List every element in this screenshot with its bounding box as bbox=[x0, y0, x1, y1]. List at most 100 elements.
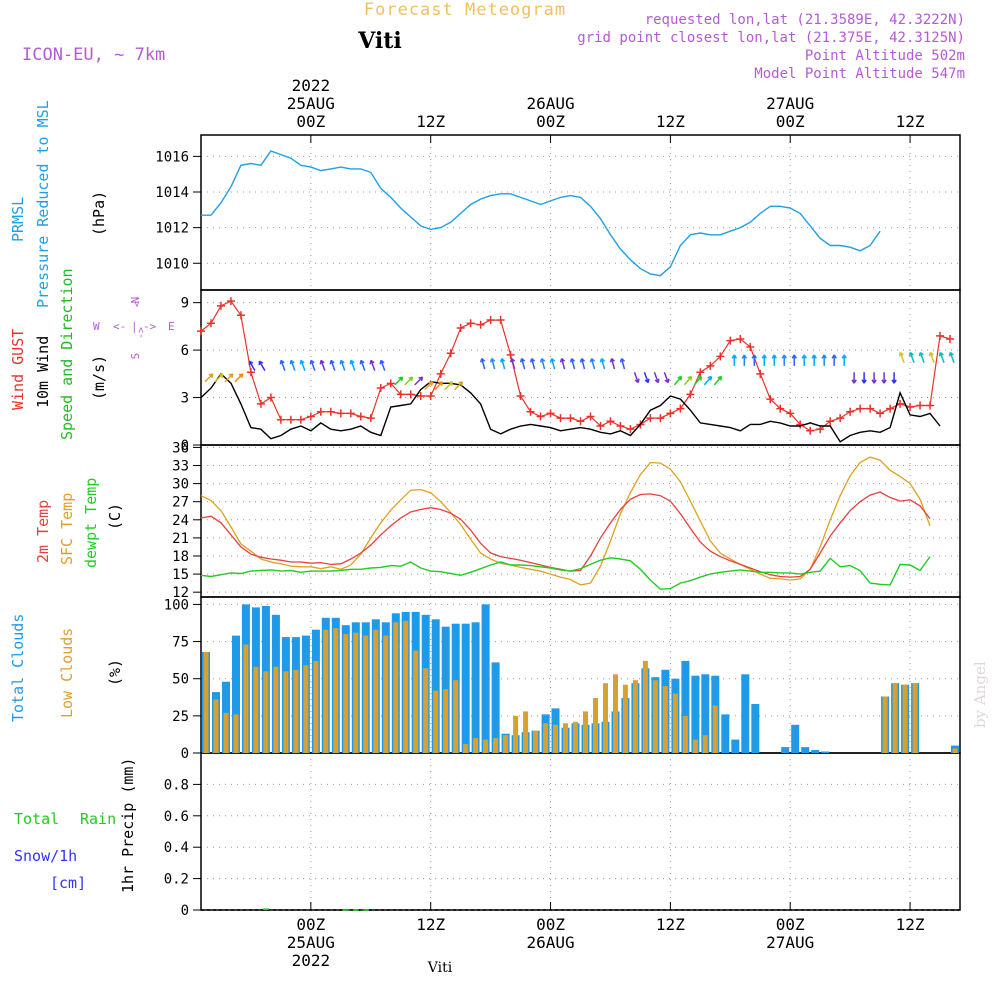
wind-direction-arrow bbox=[693, 375, 703, 386]
wind-direction-arrow bbox=[579, 357, 586, 370]
low-cloud-bar bbox=[253, 666, 259, 753]
low-cloud-bar bbox=[373, 629, 379, 753]
gust-point bbox=[786, 409, 795, 418]
point-altitude: Point Altitude 502m bbox=[805, 48, 965, 64]
gust-point bbox=[856, 404, 865, 413]
wind-direction-arrow bbox=[703, 375, 713, 386]
rain-bar bbox=[362, 909, 369, 911]
gust-point bbox=[776, 404, 785, 413]
total-cloud-bar bbox=[721, 714, 730, 753]
wind-direction-arrow bbox=[663, 371, 670, 384]
rain-bar bbox=[342, 909, 349, 911]
wind-direction-arrow bbox=[599, 357, 606, 370]
wind-direction-arrow bbox=[444, 381, 454, 391]
temp-label-2: SFC Temp bbox=[58, 493, 76, 565]
wind-direction-arrow bbox=[731, 354, 738, 366]
wind-direction-arrow bbox=[559, 357, 566, 370]
wind-direction-arrow bbox=[424, 381, 434, 391]
wind-direction-arrow bbox=[248, 360, 256, 372]
gust-point bbox=[396, 390, 405, 399]
clouds-ytick-label: 25 bbox=[172, 709, 189, 725]
gust-point bbox=[406, 390, 415, 399]
low-cloud-bar bbox=[413, 650, 419, 753]
precip-ytick-label: 0.8 bbox=[164, 777, 189, 793]
compass-west: W bbox=[93, 320, 100, 333]
low-cloud-bar bbox=[483, 739, 489, 753]
total-cloud-bar bbox=[791, 724, 800, 753]
wind-direction-arrow bbox=[499, 357, 506, 370]
gust-point bbox=[646, 414, 655, 423]
precip-frame bbox=[200, 752, 961, 911]
wind-direction-arrow bbox=[359, 359, 366, 371]
bottom-time-label: 26AUG bbox=[526, 933, 574, 952]
temp-ytick-label: 21 bbox=[172, 531, 189, 547]
wind-direction-arrow bbox=[841, 354, 847, 366]
low-cloud-bar bbox=[513, 715, 519, 753]
wind-direction-arrow bbox=[454, 381, 464, 391]
low-cloud-bar bbox=[363, 635, 369, 753]
top-time-label: 2022 bbox=[292, 76, 331, 95]
bottom-time-label: 00Z bbox=[296, 915, 325, 934]
gust-point bbox=[596, 422, 605, 431]
low-cloud-bar bbox=[642, 660, 648, 753]
low-cloud-bar bbox=[213, 699, 219, 753]
wind-direction-arrow bbox=[881, 372, 887, 384]
low-cloud-bar bbox=[283, 671, 289, 753]
gust-point bbox=[936, 331, 945, 340]
bottom-time-label: 00Z bbox=[536, 915, 565, 934]
top-time-label: 00Z bbox=[536, 112, 565, 131]
low-cloud-bar bbox=[313, 660, 319, 753]
wind-unit: (m/s) bbox=[90, 355, 108, 400]
precip-label-snow: Snow/1h bbox=[14, 847, 77, 865]
gust-point bbox=[946, 335, 955, 344]
plot-layer: 1010101210141016036912151821242730333602… bbox=[155, 76, 961, 970]
wind-direction-arrow bbox=[821, 354, 827, 366]
low-cloud-bar bbox=[882, 696, 888, 753]
low-cloud-bar bbox=[912, 683, 918, 753]
top-time-label: 12Z bbox=[896, 112, 925, 131]
wind-direction-arrow bbox=[299, 359, 306, 371]
low-cloud-bar bbox=[273, 666, 279, 753]
gust-point bbox=[276, 415, 285, 424]
compass-icon: N <- W <- | -> E -> S bbox=[93, 295, 175, 359]
gust-point bbox=[866, 404, 875, 413]
wind-direction-arrow bbox=[214, 373, 224, 383]
wind-direction-arrow bbox=[319, 359, 326, 371]
total-cloud-bar bbox=[491, 662, 500, 753]
pressure-frame bbox=[200, 134, 961, 291]
top-time-label: 00Z bbox=[296, 112, 325, 131]
temp-ytick-label: 27 bbox=[172, 495, 189, 511]
wind-direction-arrow bbox=[379, 359, 386, 371]
low-cloud-bar bbox=[712, 705, 718, 753]
gust-point bbox=[716, 352, 725, 361]
wind-direction-arrow bbox=[918, 351, 925, 364]
low-cloud-bar bbox=[583, 711, 588, 753]
bottom-time-label: 2022 bbox=[292, 951, 331, 970]
svg-text:<-: <- bbox=[113, 320, 126, 333]
total-cloud-bar bbox=[801, 747, 810, 753]
wind-direction-arrow bbox=[761, 354, 767, 366]
wind-direction-arrow bbox=[741, 354, 748, 366]
gust-point bbox=[876, 409, 885, 418]
wind-direction-arrow bbox=[891, 372, 897, 384]
gust-point bbox=[536, 412, 545, 421]
gust-point bbox=[686, 390, 695, 399]
bottom-time-label: 27AUG bbox=[766, 933, 814, 952]
gust-point bbox=[516, 391, 525, 400]
wind-direction-arrow bbox=[489, 357, 496, 370]
gust-point bbox=[386, 379, 395, 388]
svg-text:->: -> bbox=[136, 327, 147, 339]
bottom-time-label: 25AUG bbox=[287, 933, 335, 952]
wind-direction-arrow bbox=[898, 351, 905, 364]
precip-label-rain: Rain bbox=[80, 810, 116, 828]
low-cloud-bar bbox=[233, 714, 239, 753]
pressure-label-2: Pressure Reduced to MSL bbox=[34, 100, 52, 308]
model-name: ICON-EU, ~ 7km bbox=[22, 45, 165, 65]
temp-ytick-label: 15 bbox=[172, 567, 189, 583]
pressure-ytick-label: 1014 bbox=[155, 185, 189, 201]
svg-text:->: -> bbox=[143, 320, 157, 333]
gust-point bbox=[506, 350, 515, 359]
gust-point bbox=[426, 391, 435, 400]
wind-direction-arrow bbox=[861, 372, 867, 384]
low-cloud-bar bbox=[613, 674, 618, 753]
